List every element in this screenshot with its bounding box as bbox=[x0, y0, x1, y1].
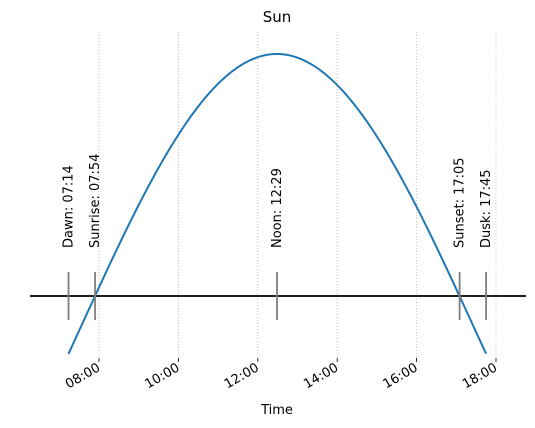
event-label: Sunset: 17:05 bbox=[453, 157, 468, 248]
x-tick-label: 16:00 bbox=[381, 360, 421, 392]
chart-title: Sun bbox=[263, 8, 292, 26]
sun-elevation-curve bbox=[67, 52, 487, 355]
event-label: Dawn: 07:14 bbox=[62, 165, 77, 248]
event-label: Noon: 12:29 bbox=[270, 168, 285, 248]
x-tick-label: 18:00 bbox=[460, 360, 500, 392]
x-axis-ticks: 08:00 10:00 12:00 14:00 16:00 18:00 bbox=[63, 358, 500, 392]
x-tick-label: 10:00 bbox=[142, 360, 182, 392]
x-axis-label: Time bbox=[260, 403, 293, 418]
event-label: Dusk: 17:45 bbox=[479, 169, 494, 248]
event-markers bbox=[67, 272, 487, 320]
event-label: Sunrise: 07:54 bbox=[88, 154, 103, 248]
event-labels: Dawn: 07:14 Sunrise: 07:54 Noon: 12:29 Suns… bbox=[62, 154, 495, 248]
x-tick-label: 12:00 bbox=[222, 360, 262, 392]
x-tick-label: 08:00 bbox=[63, 360, 103, 392]
x-tick-label: 14:00 bbox=[301, 360, 341, 392]
grid-lines bbox=[98, 32, 497, 358]
